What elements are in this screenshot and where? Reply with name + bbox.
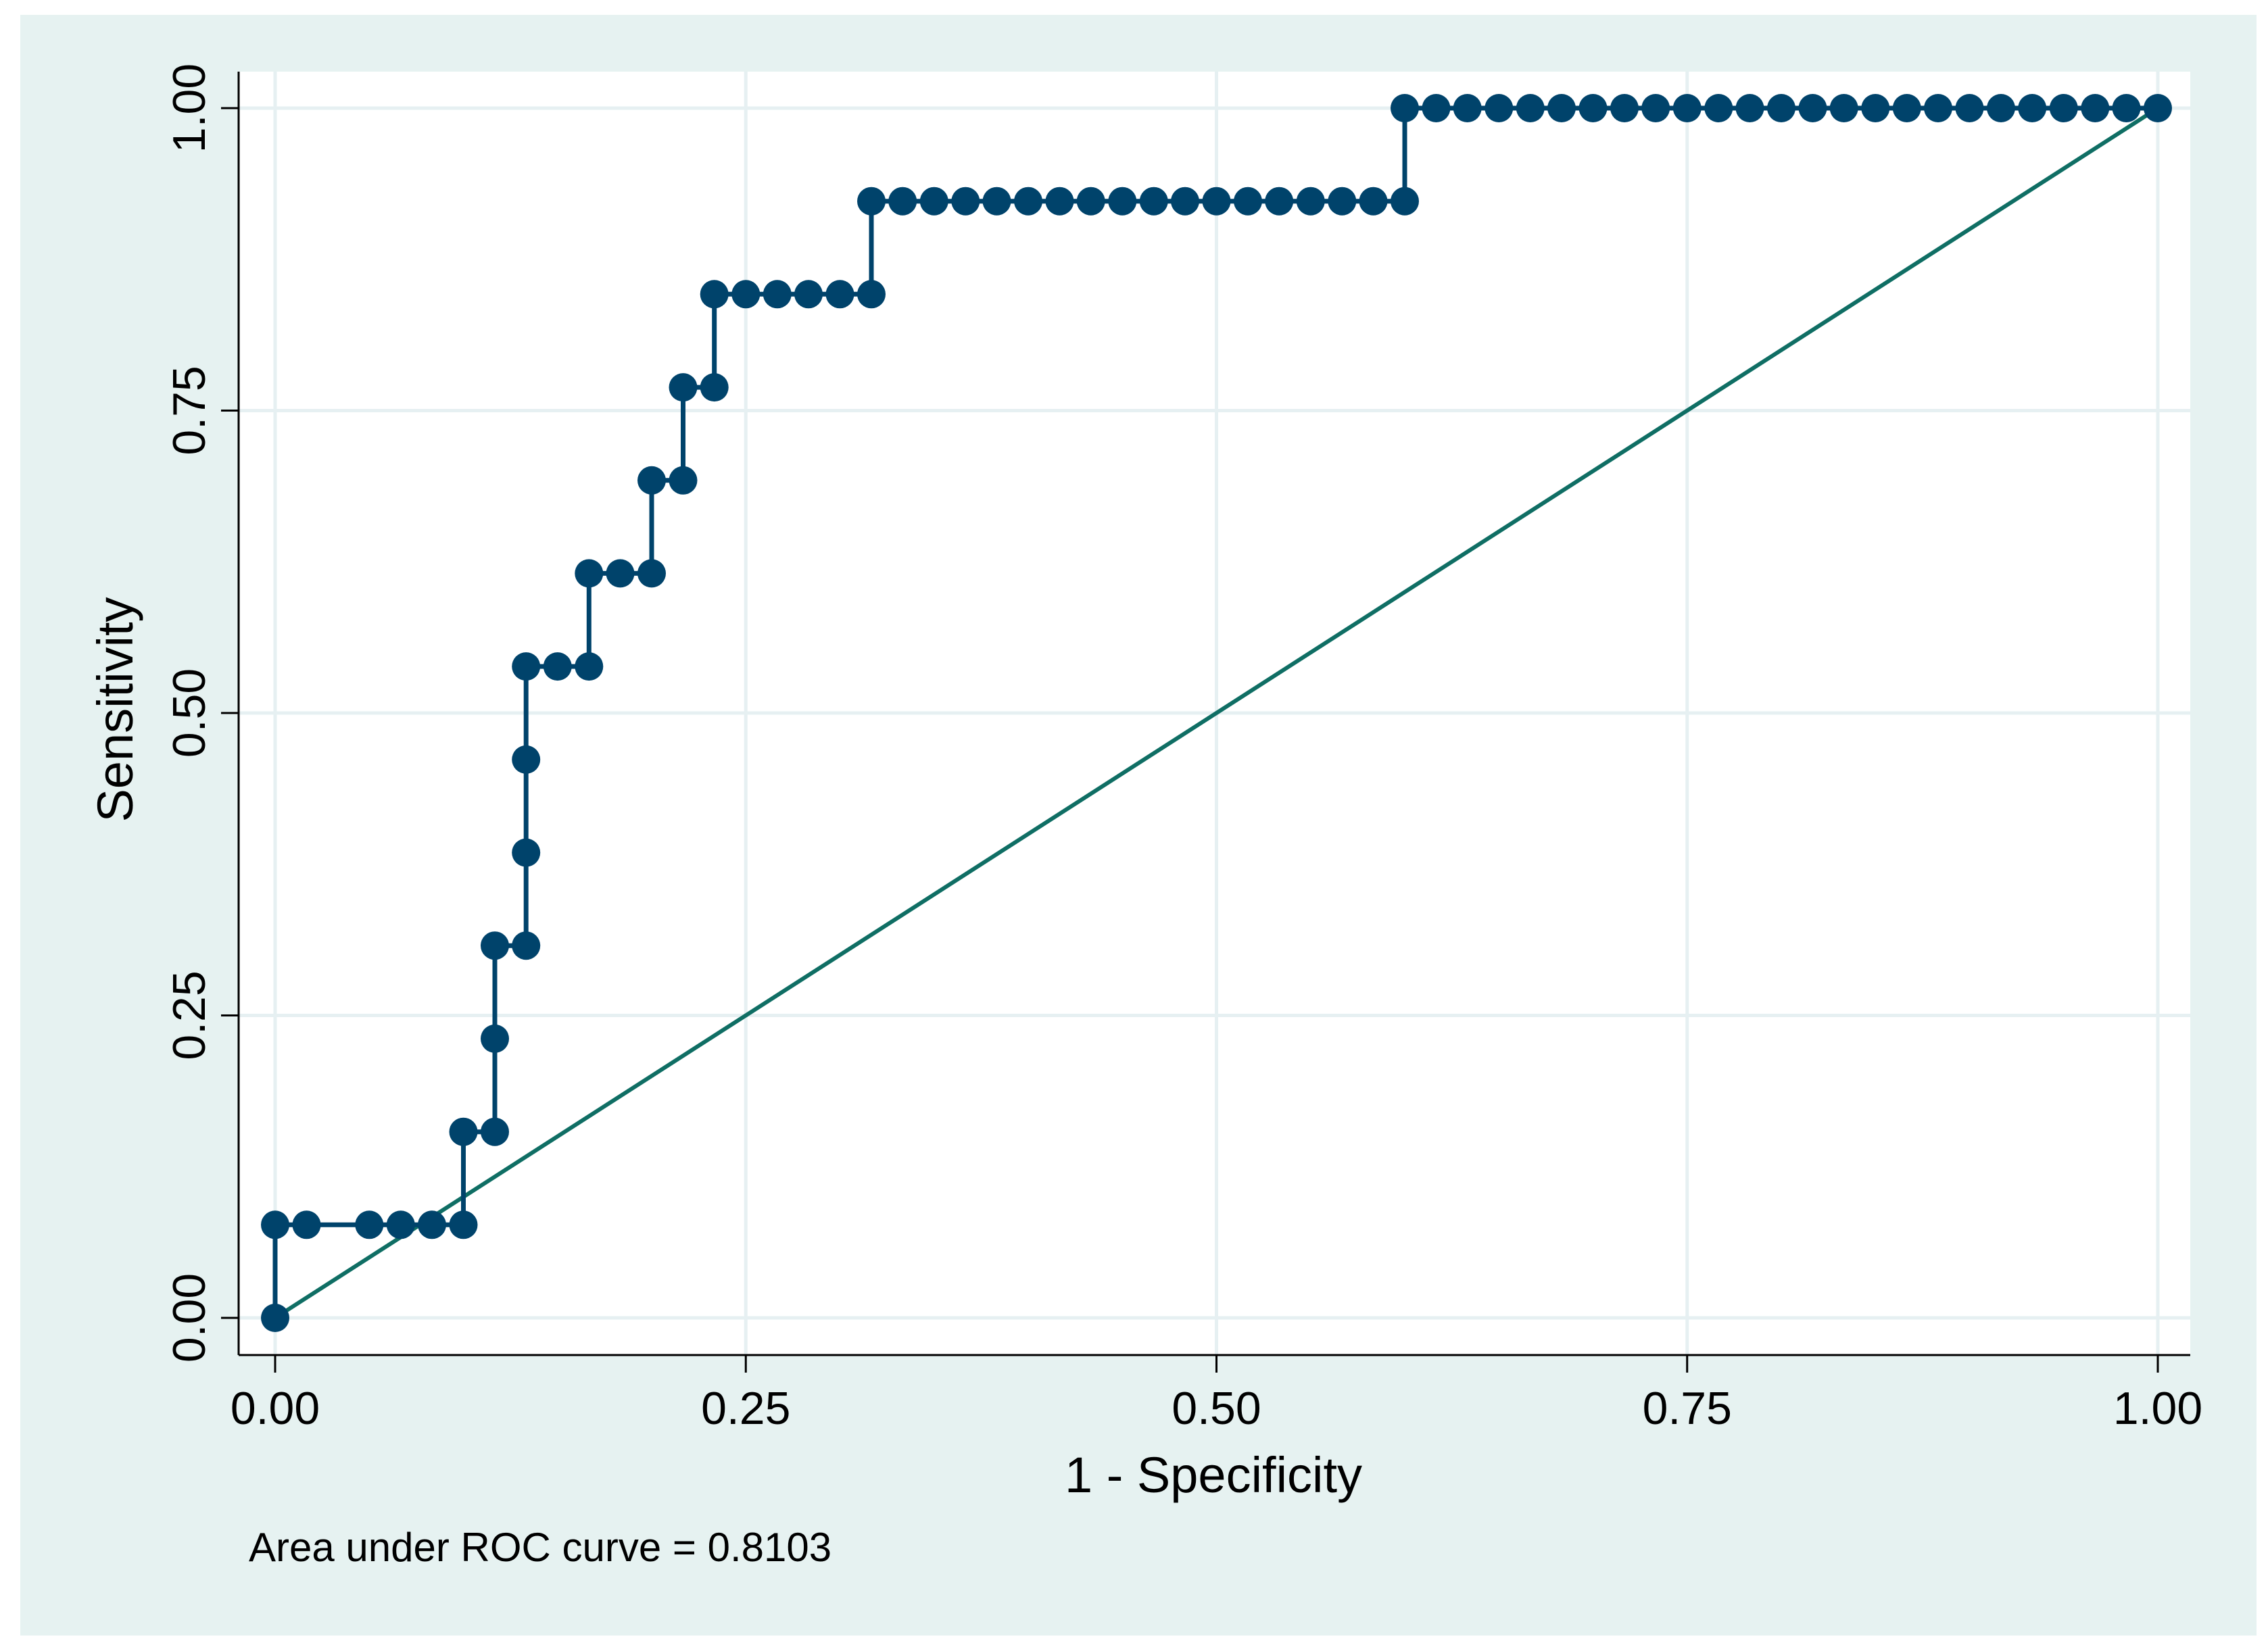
roc-point	[481, 1024, 509, 1053]
reference-line	[274, 106, 2159, 1320]
roc-point	[1704, 94, 1733, 122]
roc-point	[669, 373, 698, 402]
roc-point	[919, 187, 948, 216]
roc-point	[794, 280, 823, 309]
roc-point	[1171, 187, 1199, 216]
x-axis-title: 1 - Specificity	[1065, 1447, 1362, 1503]
roc-point	[669, 466, 698, 495]
roc-point	[355, 1210, 384, 1239]
x-tick-label: 0.25	[701, 1383, 790, 1434]
roc-point	[1924, 94, 1952, 122]
roc-point	[481, 931, 509, 960]
roc-point	[543, 652, 572, 681]
roc-point	[1391, 94, 1419, 122]
auc-note: Area under ROC curve = 0.8103	[249, 1525, 831, 1570]
roc-point	[292, 1210, 321, 1239]
roc-point	[261, 1210, 289, 1239]
roc-point	[1735, 94, 1764, 122]
roc-point	[1296, 187, 1325, 216]
x-tick-label: 0.50	[1172, 1383, 1261, 1434]
roc-point	[606, 559, 635, 588]
roc-point	[1516, 94, 1545, 122]
roc-point	[512, 652, 541, 681]
roc-point	[1672, 94, 1702, 122]
roc-point	[1202, 187, 1231, 216]
roc-point	[2144, 94, 2172, 122]
y-tick-label: 0.75	[164, 366, 215, 455]
roc-point	[481, 1117, 509, 1146]
roc-point	[2112, 94, 2141, 122]
roc-point	[1578, 94, 1608, 122]
roc-point	[512, 838, 541, 867]
roc-point	[386, 1210, 415, 1239]
y-axis-title: Sensitivity	[87, 597, 143, 822]
roc-point	[1108, 187, 1137, 216]
roc-point	[982, 187, 1011, 216]
roc-curve-group	[261, 94, 2172, 1332]
roc-point	[1234, 187, 1262, 216]
roc-point	[951, 187, 980, 216]
x-axis-ticks: 0.00 0.25 0.50 0.75 1.00	[231, 1355, 2202, 1434]
roc-point	[1610, 94, 1639, 122]
y-tick-label: 0.25	[164, 970, 215, 1060]
roc-point	[1767, 94, 1795, 122]
roc-point	[700, 280, 729, 309]
roc-point	[575, 652, 604, 681]
roc-point	[2018, 94, 2047, 122]
roc-point	[575, 559, 604, 588]
roc-point	[2049, 94, 2078, 122]
roc-point	[731, 280, 761, 309]
roc-point	[825, 280, 854, 309]
roc-point	[857, 280, 886, 309]
y-axis-ticks: 0.00 0.25 0.50 0.75 1.00	[164, 64, 239, 1362]
roc-point	[2081, 94, 2110, 122]
roc-point	[857, 187, 886, 216]
roc-point	[1641, 94, 1670, 122]
roc-point	[1798, 94, 1827, 122]
roc-point	[763, 280, 792, 309]
y-tick-label: 1.00	[164, 64, 215, 153]
roc-point	[418, 1210, 446, 1239]
roc-point	[1139, 187, 1168, 216]
roc-point	[1359, 187, 1388, 216]
roc-point	[1453, 94, 1482, 122]
roc-point	[1955, 94, 1984, 122]
roc-point	[888, 187, 917, 216]
roc-point	[1987, 94, 2015, 122]
roc-point	[700, 373, 729, 402]
roc-point	[512, 745, 541, 774]
roc-point	[449, 1210, 478, 1239]
roc-point	[637, 466, 666, 495]
roc-point	[449, 1117, 478, 1146]
roc-point	[1014, 187, 1042, 216]
roc-point	[1861, 94, 1890, 122]
x-tick-label: 0.00	[231, 1383, 320, 1434]
roc-point	[261, 1304, 289, 1332]
roc-point	[1328, 187, 1357, 216]
reference-line-group	[274, 106, 2159, 1320]
roc-point	[637, 559, 666, 588]
roc-point	[1547, 94, 1576, 122]
roc-point	[1391, 187, 1419, 216]
x-tick-label: 0.75	[1643, 1383, 1732, 1434]
x-tick-label: 1.00	[2113, 1383, 2202, 1434]
roc-point	[1045, 187, 1074, 216]
roc-point	[1829, 94, 1858, 122]
roc-point	[1265, 187, 1294, 216]
roc-point	[512, 931, 541, 960]
roc-point	[1892, 94, 1921, 122]
y-tick-label: 0.50	[164, 668, 215, 758]
roc-point	[1422, 94, 1451, 122]
roc-point	[1485, 94, 1514, 122]
y-tick-label: 0.00	[164, 1273, 215, 1362]
roc-point	[1076, 187, 1105, 216]
